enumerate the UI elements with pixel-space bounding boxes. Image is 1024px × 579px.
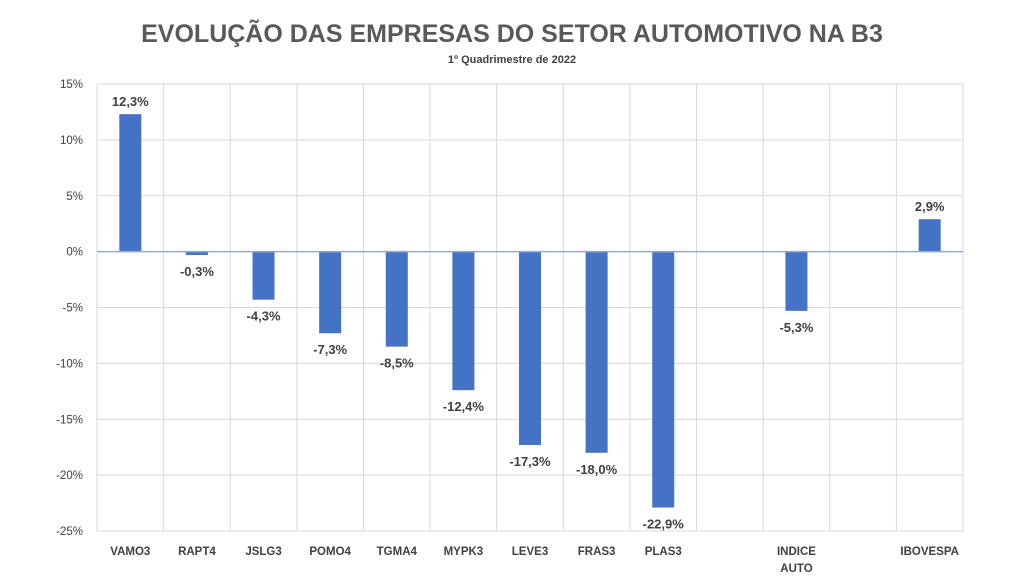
y-tick-label: -15% [56, 414, 83, 426]
x-tick-label: RAPT4 [178, 546, 216, 558]
bar [519, 251, 541, 445]
x-tick-label: AUTO [780, 563, 812, 575]
bar [252, 251, 275, 300]
x-tick-label: POMO4 [309, 546, 351, 558]
x-tick-label: PLAS3 [645, 546, 682, 558]
data-label: 2,9% [915, 199, 945, 214]
bar [918, 219, 941, 252]
y-tick-label: 0% [66, 247, 83, 259]
x-tick-label: MYPK3 [444, 546, 484, 558]
bar [652, 251, 675, 508]
chart-subtitle: 1º Quadrimestre de 2022 [448, 54, 576, 66]
y-tick-label: -10% [56, 358, 83, 370]
bar [785, 251, 808, 311]
bar [452, 251, 475, 391]
data-label: -5,3% [779, 320, 813, 335]
x-tick-label: VAMO3 [110, 546, 150, 558]
bar [385, 251, 408, 347]
y-tick-label: 15% [60, 79, 83, 91]
data-label: -22,9% [643, 517, 685, 532]
data-label: -0,3% [180, 264, 214, 279]
data-label: -12,4% [443, 399, 485, 414]
bar [319, 251, 342, 334]
bars [97, 114, 963, 508]
bar [185, 251, 208, 255]
bar [585, 251, 608, 453]
data-label: -7,3% [313, 342, 347, 357]
x-tick-label: IBOVESPA [900, 546, 959, 558]
data-label: -18,0% [576, 462, 618, 477]
y-tick-label: 10% [60, 135, 83, 147]
data-label: -8,5% [380, 356, 414, 371]
x-tick-label: FRAS3 [578, 546, 616, 558]
y-tick-label: -20% [56, 470, 83, 482]
y-tick-label: 5% [66, 191, 83, 203]
data-label: -4,3% [247, 309, 281, 324]
bar [119, 114, 142, 252]
y-tick-label: -5% [63, 303, 83, 315]
data-label: 12,3% [112, 94, 149, 109]
x-tick-label: LEVE3 [512, 546, 548, 558]
y-tick-label: -25% [56, 526, 83, 538]
chart-title: EVOLUÇÃO DAS EMPRESAS DO SETOR AUTOMOTIV… [141, 18, 883, 48]
x-tick-label: JSLG3 [245, 546, 281, 558]
labels: 15% 10% 5% 0% -5% -10% -15% -20% -25% VAMO3 12,3% R… [56, 79, 959, 575]
x-tick-label: INDICE [777, 546, 816, 558]
data-label: -17,3% [509, 454, 551, 469]
x-tick-label: TGMA4 [377, 546, 418, 558]
